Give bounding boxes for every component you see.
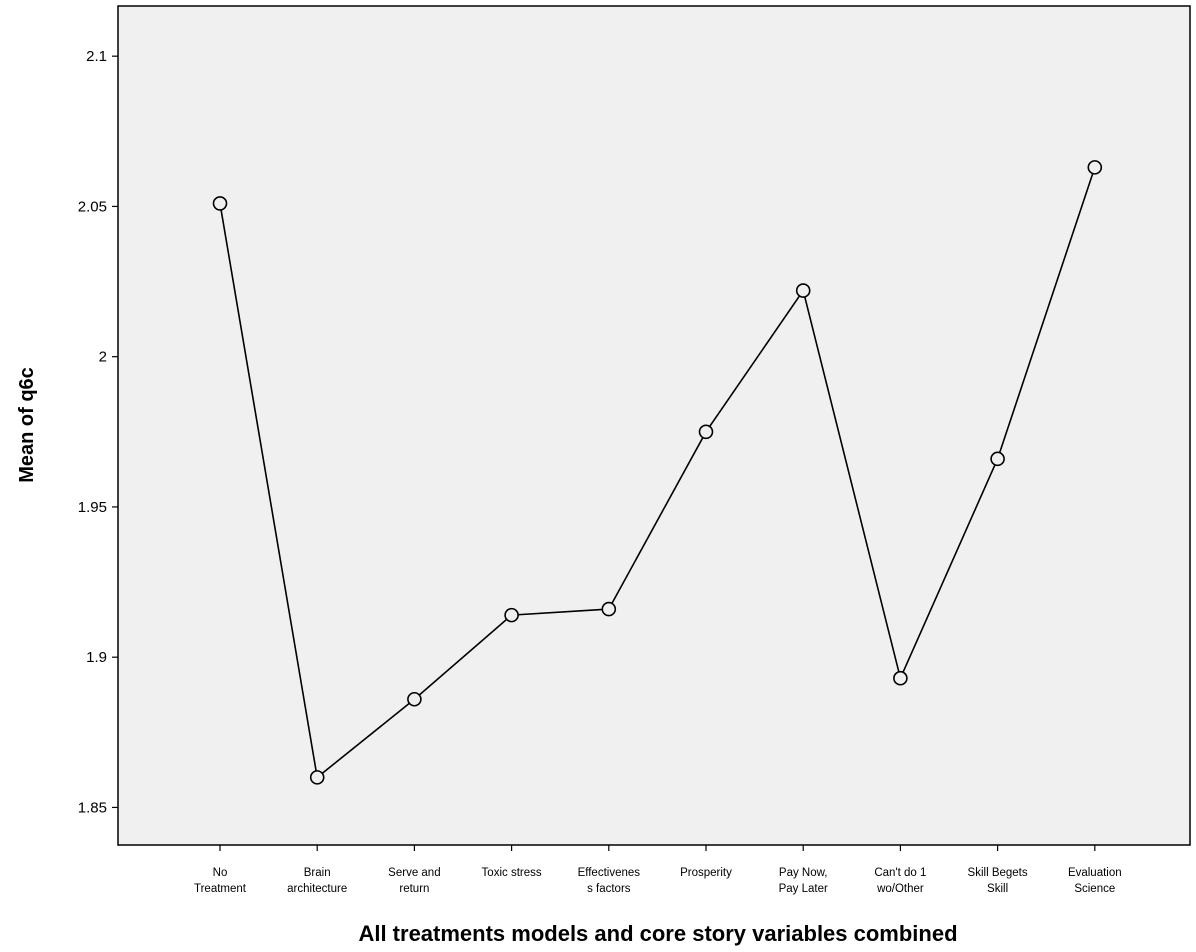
series-line	[219, 167, 1096, 779]
data-point-4	[601, 601, 617, 617]
series	[212, 160, 1103, 785]
y-tick-label-2: 1.95	[78, 499, 107, 516]
y-tick-label-1: 1.9	[86, 649, 107, 666]
y-tick-label-5: 2.1	[86, 48, 107, 65]
data-point-9	[1087, 160, 1103, 175]
data-point-2	[407, 691, 422, 707]
x-tick-label-6: Pay Now, Pay Later	[779, 867, 828, 895]
data-point-6	[795, 283, 811, 298]
x-axis-title: All treatments models and core story var…	[358, 921, 957, 946]
x-tick-label-3: Toxic stress	[482, 867, 542, 879]
x-tick-label-1: Brain architecture	[287, 867, 347, 895]
x-tick-label-9: Evaluation Science	[1068, 867, 1122, 895]
x-tick-label-7: Can't do 1 wo/Other	[874, 867, 926, 895]
y-axis-title: Mean of q6c	[16, 367, 38, 483]
data-point-7	[893, 670, 908, 686]
x-tick-label-2: Serve and return	[388, 867, 440, 895]
y-tick-label-3: 2	[99, 349, 107, 366]
data-point-8	[990, 451, 1005, 467]
x-tick-label-4: Effectivenes s factors	[578, 867, 641, 895]
x-tick-label-5: Prosperity	[680, 867, 732, 879]
data-point-0	[212, 196, 228, 211]
x-axis: No Treatment Brain architecture Serve and ret…	[194, 845, 1122, 895]
y-tick-label-4: 2.05	[78, 198, 107, 215]
x-tick-label-0: No Treatment	[194, 867, 247, 895]
plot-area	[117, 5, 1191, 846]
data-point-5	[698, 424, 714, 440]
x-tick-label-8: Skill Begets Skill	[968, 867, 1028, 895]
data-point-1	[309, 770, 325, 785]
y-tick-label-0: 1.85	[78, 799, 107, 816]
data-point-3	[504, 607, 519, 623]
y-axis: 1.85 1.9 1.95 2 2.05 2.1	[78, 48, 118, 816]
